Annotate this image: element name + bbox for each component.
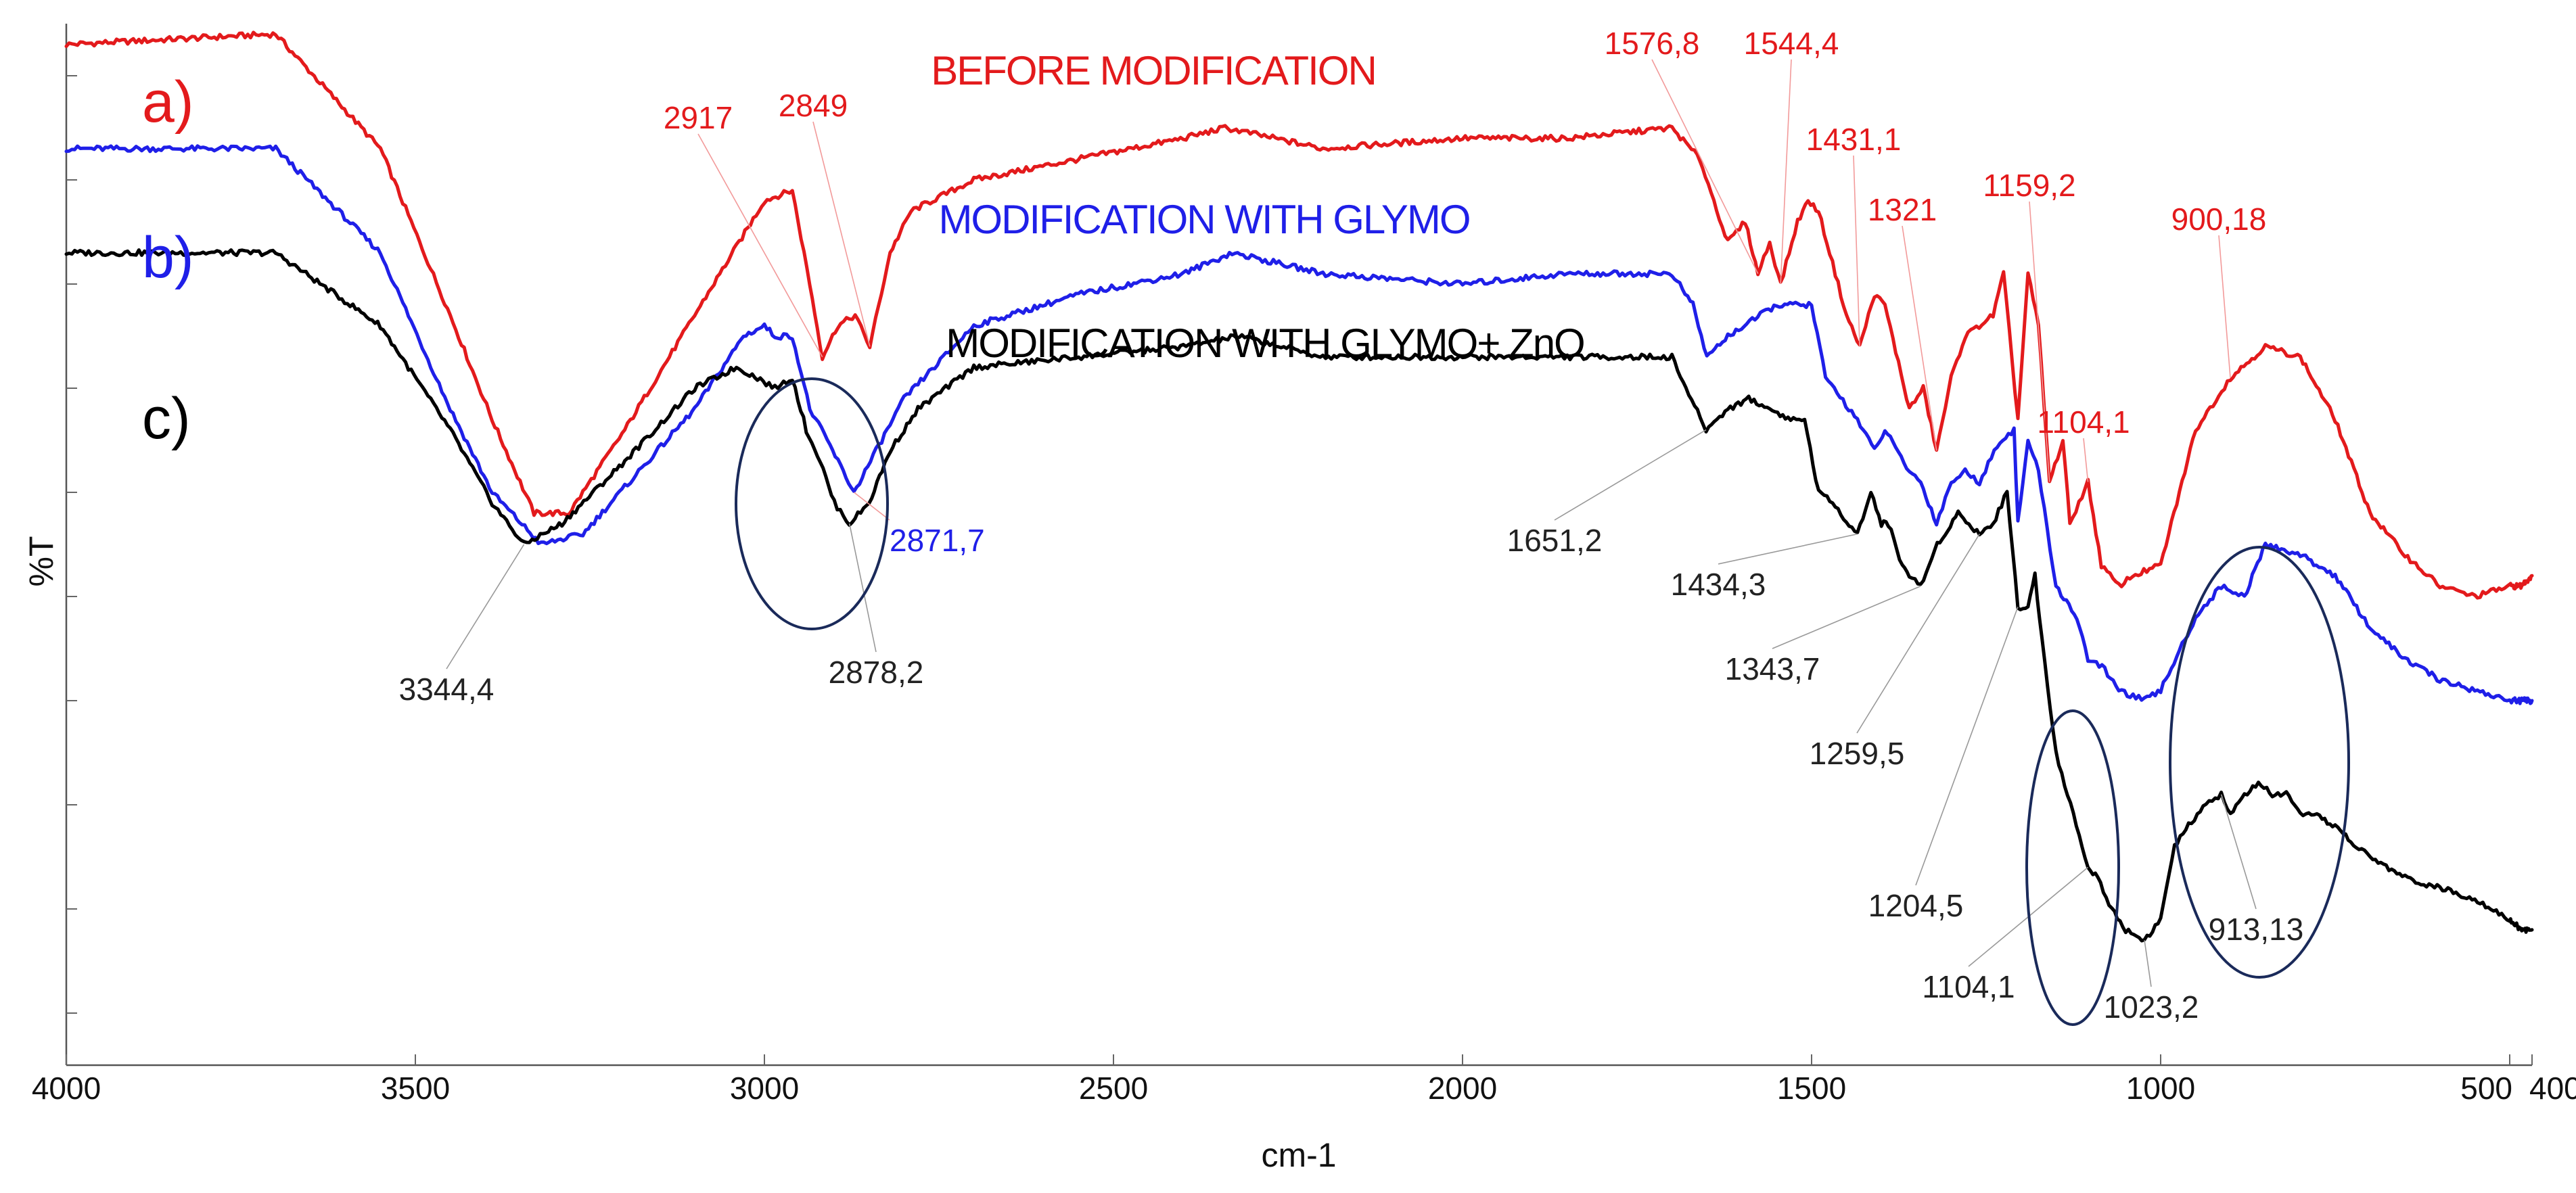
x-tick-label: 3500 <box>381 1071 450 1106</box>
peak-label: 1576,8 <box>1605 26 1700 61</box>
peak-leader-line <box>2029 201 2050 482</box>
peak-label: 1434,3 <box>1671 567 1766 602</box>
highlight-ellipse <box>735 377 889 630</box>
peak-annotations: 2917 2849 1576,8 1544,4 1431,1 1321 1159,2 1104… <box>399 26 2304 1025</box>
peak-leader-line <box>1915 607 2019 886</box>
peak-leader-line <box>1651 59 1759 274</box>
peak-leader-line <box>1856 534 1980 734</box>
peak-label: 2871,7 <box>890 523 985 558</box>
series-c-title: MODIFICATION WITH GLYMO+ ZnO <box>946 321 1584 366</box>
peak-label: 1023,2 <box>2104 989 2199 1025</box>
peak-label: 1104,1 <box>1922 969 2015 1004</box>
peak-leader-line <box>697 133 823 358</box>
x-tick-label: 1000 <box>2126 1071 2195 1106</box>
peak-label: 1159,2 <box>1983 168 2075 203</box>
series-a-tag: a) <box>142 70 193 135</box>
peak-leader-line <box>1902 225 1937 451</box>
series-b-line <box>64 144 2534 705</box>
series-c-tag: c) <box>142 386 191 451</box>
peak-label: 2917 <box>664 100 733 135</box>
x-tick-label: 4000 <box>32 1071 101 1106</box>
highlight-ellipses <box>735 377 2350 1026</box>
x-tick-label: 400 <box>2529 1071 2576 1106</box>
x-tick-label: 3000 <box>730 1071 799 1106</box>
y-axis-label: %T <box>22 536 60 587</box>
series-a-title: BEFORE MODIFICATION <box>931 48 1376 93</box>
series-layer <box>64 30 2534 943</box>
peak-label: 2878,2 <box>829 655 924 690</box>
peak-leader-line <box>2220 794 2257 910</box>
series-a-line <box>64 30 2534 600</box>
peak-leader-line <box>446 544 525 670</box>
peak-label: 3344,4 <box>399 672 495 707</box>
peak-label: 1204,5 <box>1868 888 1964 923</box>
peak-label: 1544,4 <box>1744 26 1839 61</box>
peak-leader-line <box>812 121 871 347</box>
peak-label: 1321 <box>1868 192 1937 227</box>
peak-label: 2849 <box>779 88 848 123</box>
peak-leader-line <box>853 492 890 521</box>
x-axis-label: cm-1 <box>1261 1136 1336 1174</box>
peak-leader-line <box>1554 429 1707 521</box>
series-c-line <box>64 248 2534 943</box>
peak-leader-line <box>2218 235 2231 378</box>
x-tick-label: 2000 <box>1428 1071 1497 1106</box>
peak-leader-line <box>2083 438 2089 482</box>
peak-leader-line <box>1853 155 1860 347</box>
peak-label: 913,13 <box>2209 912 2304 947</box>
peak-label: 1104,1 <box>2037 404 2130 440</box>
axes: 4000 3500 3000 2500 2000 1500 1000 500 400 cm-1 %T <box>22 24 2576 1174</box>
peak-leader-line <box>2144 940 2152 987</box>
peak-leader-line <box>848 523 877 653</box>
x-tick-label: 1500 <box>1777 1071 1846 1106</box>
peak-label: 1431,1 <box>1806 122 1902 157</box>
x-tick-label: 500 <box>2460 1071 2512 1106</box>
peak-leader-line <box>1772 585 1921 649</box>
highlight-ellipse <box>2025 709 2120 1026</box>
legend-labels: BEFORE MODIFICATION a) MODIFICATION WITH G… <box>142 48 1586 451</box>
x-tick-label: 2500 <box>1079 1071 1148 1106</box>
peak-leader-line <box>1780 59 1792 285</box>
peak-label: 900,18 <box>2171 202 2267 237</box>
series-b-tag: b) <box>142 225 193 290</box>
peak-label: 1651,2 <box>1507 523 1603 558</box>
highlight-ellipse <box>2169 546 2350 979</box>
peak-leader-line <box>1718 533 1858 565</box>
peak-label: 1343,7 <box>1725 651 1820 686</box>
series-b-title: MODIFICATION WITH GLYMO <box>938 197 1469 242</box>
peak-label: 1259,5 <box>1810 736 1905 771</box>
